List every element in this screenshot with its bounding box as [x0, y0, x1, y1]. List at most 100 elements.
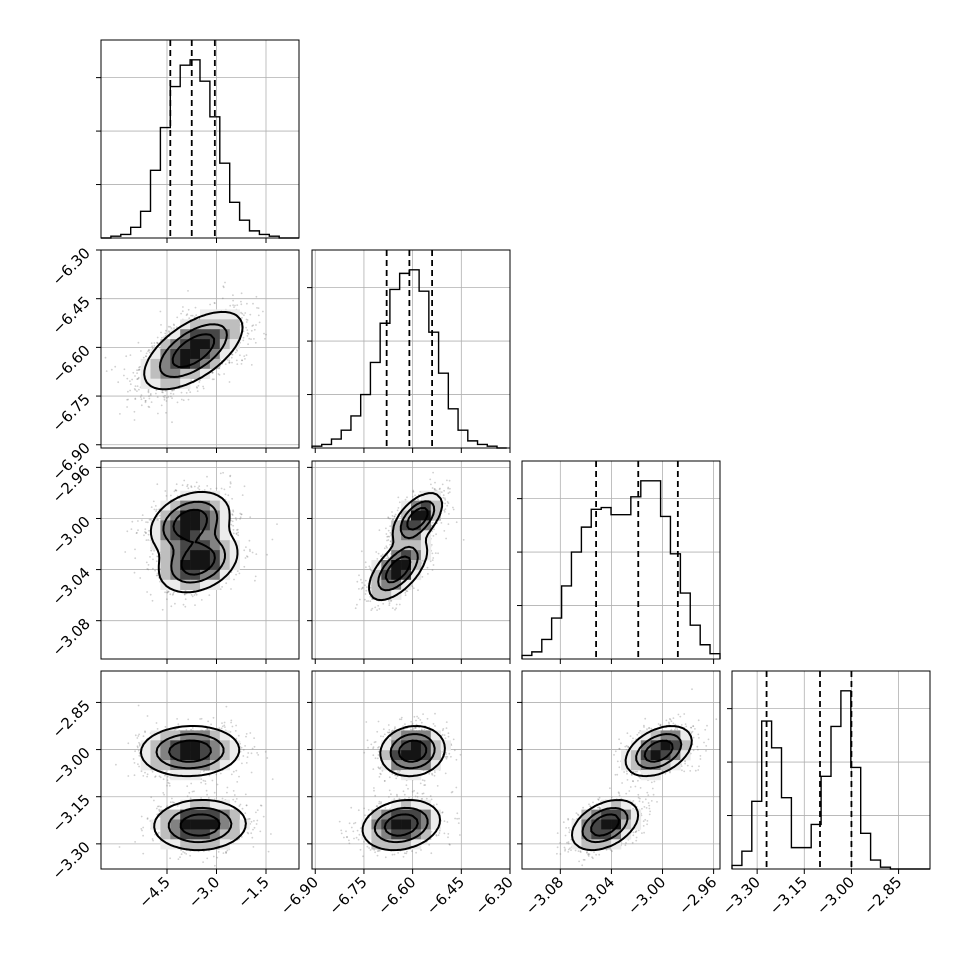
sample-point [254, 579, 256, 582]
sample-point [145, 355, 147, 357]
sample-point [365, 566, 367, 569]
sample-point [388, 602, 391, 604]
sample-point [215, 487, 218, 490]
sample-point [231, 361, 233, 364]
sample-point [252, 302, 254, 305]
sample-point [444, 508, 447, 510]
sample-point [129, 389, 132, 392]
sample-point [141, 519, 143, 522]
sample-point [426, 566, 429, 569]
sample-point [147, 388, 150, 391]
sample-point [246, 335, 249, 337]
sample-point [145, 561, 148, 564]
sample-point [146, 521, 149, 524]
sample-point [188, 317, 191, 320]
sample-point [151, 345, 154, 348]
sample-point [134, 375, 136, 377]
sample-point [387, 529, 390, 532]
sample-point [194, 604, 196, 606]
sample-point [126, 398, 128, 401]
panel-frame [521, 460, 721, 660]
sample-point [442, 494, 445, 497]
sample-point [163, 336, 165, 339]
sample-point [248, 539, 251, 542]
sample-point [364, 584, 366, 587]
sample-point [365, 600, 368, 602]
sample-point [156, 342, 159, 345]
density-cell [150, 368, 161, 379]
sample-point [444, 498, 447, 501]
sample-point [389, 543, 391, 546]
sample-point [383, 547, 386, 550]
sample-point [395, 607, 397, 610]
sample-point [228, 361, 231, 363]
hist-panel-2 [517, 460, 721, 660]
sample-point [254, 341, 257, 344]
sample-point [391, 511, 393, 513]
sample-point [404, 594, 407, 597]
sample-point [170, 327, 173, 329]
sample-point [163, 398, 166, 401]
sample-point [385, 527, 387, 530]
sample-point [232, 299, 235, 302]
sample-point [387, 557, 389, 560]
sample-point [228, 361, 231, 364]
sample-point [251, 551, 254, 554]
sample-point [240, 513, 243, 516]
sample-point [156, 341, 158, 344]
sample-point [388, 604, 391, 606]
sample-point [138, 366, 140, 369]
sample-point [232, 294, 234, 297]
sample-point [138, 368, 141, 371]
sample-point [151, 347, 154, 350]
sample-point [246, 319, 249, 321]
sample-point [231, 353, 234, 356]
density-cell [160, 569, 171, 581]
sample-point [193, 485, 196, 488]
sample-point [176, 401, 179, 404]
sample-point [209, 488, 212, 490]
sample-point [443, 489, 445, 492]
sample-point [255, 324, 257, 326]
sample-point [243, 549, 246, 552]
sample-point [247, 343, 250, 346]
histogram-step [731, 690, 930, 870]
panel-frame [731, 670, 931, 870]
sample-point [246, 329, 249, 331]
sample-point [393, 515, 396, 518]
sample-point [190, 314, 193, 317]
sample-point [182, 306, 184, 308]
sample-point [211, 371, 214, 374]
sample-point [220, 487, 223, 490]
sample-point [229, 486, 231, 488]
sample-point [143, 397, 145, 399]
sample-point [156, 396, 159, 398]
sample-point [185, 392, 188, 394]
sample-point [361, 581, 363, 584]
sample-point [234, 304, 236, 307]
sample-point [250, 338, 252, 340]
sample-point [174, 602, 176, 605]
sample-point [186, 483, 189, 486]
sample-point [219, 472, 222, 475]
sample-point [171, 594, 174, 596]
sample-point [167, 396, 170, 398]
sample-point [390, 600, 392, 602]
sample-point [136, 385, 139, 387]
sample-point [198, 381, 201, 383]
sample-point [140, 394, 143, 396]
sample-point [136, 378, 139, 380]
sample-point [165, 329, 167, 332]
sample-point [129, 354, 132, 356]
sample-point [208, 594, 211, 596]
sample-point [134, 398, 137, 400]
sample-point [243, 565, 246, 568]
sample-point [419, 490, 422, 493]
sample-point [246, 302, 248, 305]
sample-point [358, 574, 360, 577]
sample-point [245, 321, 248, 323]
sample-point [430, 483, 432, 486]
sample-point [123, 374, 125, 377]
sample-point [104, 356, 107, 359]
sample-point [447, 523, 450, 525]
